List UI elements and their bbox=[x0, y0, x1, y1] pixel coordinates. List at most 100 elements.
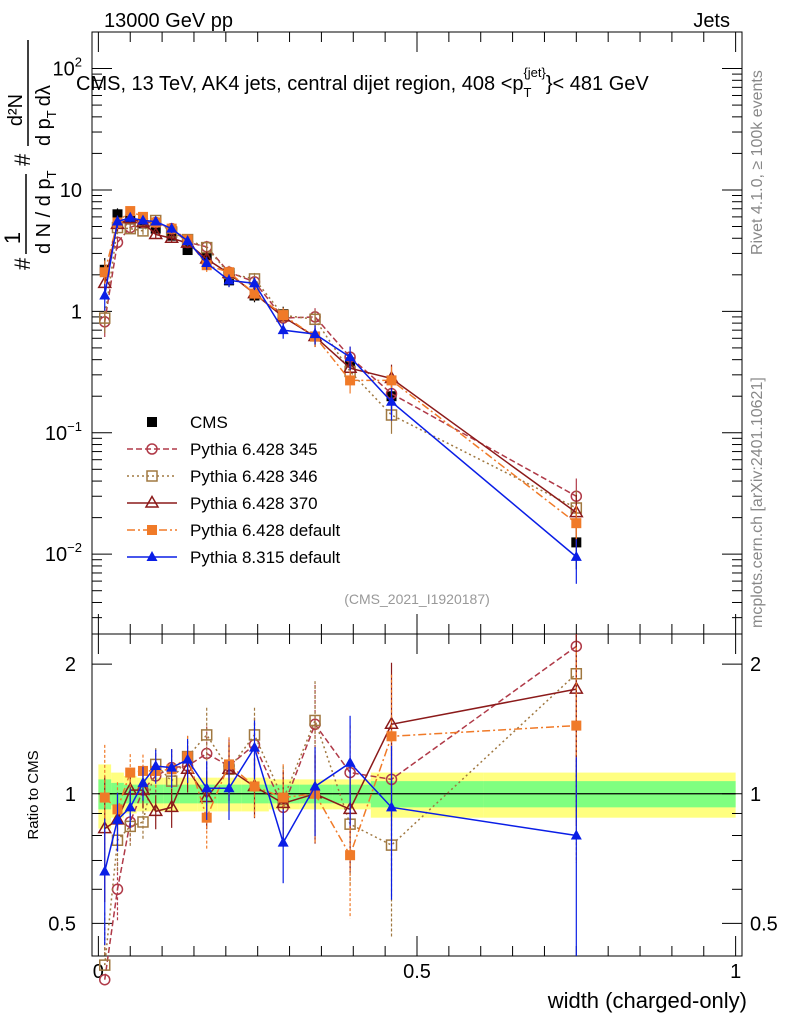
data-point bbox=[223, 274, 235, 285]
legend-marker bbox=[146, 551, 158, 561]
series-line bbox=[104, 216, 577, 558]
svg-text:Pythia 6.428 346: Pythia 6.428 346 bbox=[190, 467, 318, 486]
ratio-point bbox=[150, 760, 162, 771]
svg-text:Pythia 6.428 default: Pythia 6.428 default bbox=[190, 521, 341, 540]
ratio-point bbox=[249, 781, 260, 792]
y-tick-label-1: 1 bbox=[71, 301, 82, 323]
data-point bbox=[164, 230, 179, 244]
ratio-tick-label-right-2: 2 bbox=[750, 654, 761, 676]
main-y-axis-label: # 1 d N / d pT # d²N d pTdλ bbox=[0, 40, 59, 270]
ratio-point bbox=[111, 813, 123, 824]
ratio-point bbox=[164, 799, 179, 813]
data-point bbox=[309, 313, 321, 326]
x-tick-labels: 0 0.5 1 bbox=[93, 961, 741, 983]
ratio-point bbox=[201, 782, 213, 793]
x-tick-label-1: 1 bbox=[730, 961, 741, 983]
data-point bbox=[386, 395, 398, 406]
series-pythia-6-428-346 bbox=[98, 214, 583, 535]
legend-item-pythia6-default: Pythia 6.428 default bbox=[127, 521, 341, 540]
data-point bbox=[148, 226, 164, 240]
y-tick-label-1e-2: 10−2 bbox=[45, 540, 82, 566]
data-point bbox=[112, 209, 123, 220]
data-point bbox=[98, 312, 111, 324]
legend-marker bbox=[144, 494, 160, 508]
ratio-point bbox=[166, 761, 178, 772]
ratio-point bbox=[99, 865, 111, 876]
legend-item-pythia6-345: Pythia 6.428 345 bbox=[127, 440, 318, 459]
data-point bbox=[570, 550, 582, 561]
data-point bbox=[125, 206, 136, 217]
series-cms bbox=[99, 208, 582, 570]
data-point bbox=[277, 324, 289, 335]
svg-text:Pythia 6.428 345: Pythia 6.428 345 bbox=[190, 440, 318, 459]
main-y-ticks bbox=[92, 31, 742, 619]
svg-text:#: # bbox=[10, 257, 35, 270]
series-line bbox=[104, 219, 577, 509]
series-line bbox=[104, 210, 577, 524]
ratio-tick-label-2: 2 bbox=[65, 654, 76, 676]
ratio-point bbox=[309, 714, 321, 727]
ratio-point bbox=[386, 731, 397, 742]
svg-text:Pythia 8.315 default: Pythia 8.315 default bbox=[190, 548, 341, 567]
series-line bbox=[104, 217, 577, 514]
ratio-uncertainty-bands bbox=[98, 764, 736, 829]
svg-text:d²N: d²N bbox=[5, 94, 27, 126]
legend-item-cms: CMS bbox=[147, 413, 228, 432]
data-point bbox=[111, 215, 123, 226]
y-tick-label-10: 10 bbox=[60, 180, 82, 202]
x-axis-label: width (charged-only) bbox=[547, 988, 747, 1013]
svg-text:Pythia 6.428 370: Pythia 6.428 370 bbox=[190, 494, 318, 513]
ratio-point bbox=[200, 729, 213, 741]
data-point bbox=[249, 288, 260, 299]
legend-marker bbox=[146, 470, 158, 482]
data-point bbox=[137, 214, 149, 225]
svg-text:d pTdλ: d pTdλ bbox=[33, 85, 59, 146]
ratio-tick-label-1: 1 bbox=[65, 784, 76, 806]
ratio-point bbox=[249, 741, 260, 752]
svg-text:mcplots.cern.ch [arXiv:2401.10: mcplots.cern.ch [arXiv:2401.10621] bbox=[749, 377, 766, 628]
ratio-point bbox=[137, 776, 149, 787]
svg-text:CMS: CMS bbox=[190, 413, 228, 432]
data-point bbox=[571, 518, 582, 529]
ratio-point bbox=[137, 816, 149, 828]
ratio-point bbox=[277, 836, 289, 847]
ratio-point bbox=[148, 803, 164, 817]
series-pythia-6-428-370 bbox=[97, 210, 584, 540]
svg-text:#: # bbox=[10, 153, 35, 166]
ratio-point bbox=[309, 780, 321, 791]
svg-text:d N / d pT: d N / d pT bbox=[33, 170, 59, 254]
x-tick-label-0: 0 bbox=[93, 961, 104, 983]
legend-item-pythia8-default: Pythia 8.315 default bbox=[127, 548, 341, 567]
rivet-version-label: Rivet 4.1.0, ≥ 100k events bbox=[749, 70, 766, 255]
legend-item-pythia6-370: Pythia 6.428 370 bbox=[127, 494, 318, 513]
legend-marker bbox=[147, 525, 157, 535]
ratio-point bbox=[384, 716, 399, 730]
series-pythia-8-315-default bbox=[99, 211, 582, 584]
ratio-panel-series bbox=[97, 634, 584, 986]
ratio-series-line bbox=[103, 673, 577, 966]
legend-marker bbox=[146, 443, 158, 455]
main-title: CMS, 13 TeV, AK4 jets, central dijet reg… bbox=[76, 65, 649, 100]
series-pythia-6-428-345 bbox=[98, 216, 583, 524]
series-pythia-6-428-default bbox=[99, 206, 582, 551]
ratio-point bbox=[99, 792, 110, 803]
ratio-point bbox=[98, 973, 111, 986]
data-point bbox=[344, 351, 356, 362]
data-point bbox=[249, 277, 260, 288]
data-point bbox=[386, 375, 397, 386]
data-point bbox=[150, 215, 162, 226]
header-left-label: 13000 GeV pp bbox=[104, 10, 233, 32]
main-y-tick-labels: 10−2 10−1 1 10 102 bbox=[45, 55, 82, 567]
ratio-point bbox=[386, 801, 398, 812]
data-point bbox=[278, 310, 289, 321]
ratio-point bbox=[278, 792, 289, 803]
data-point bbox=[309, 328, 321, 339]
ratio-y-tick-labels-left: 0.5 1 2 bbox=[48, 654, 76, 935]
analysis-watermark: (CMS_2021_I1920187) bbox=[344, 591, 490, 607]
ratio-point bbox=[98, 959, 111, 971]
ratio-series-pythia-8-315-default bbox=[99, 715, 582, 956]
data-point bbox=[201, 257, 213, 268]
x-tick-label-0.5: 0.5 bbox=[403, 961, 431, 983]
ratio-y-tick-labels-right: 0.5 1 2 bbox=[750, 654, 778, 935]
